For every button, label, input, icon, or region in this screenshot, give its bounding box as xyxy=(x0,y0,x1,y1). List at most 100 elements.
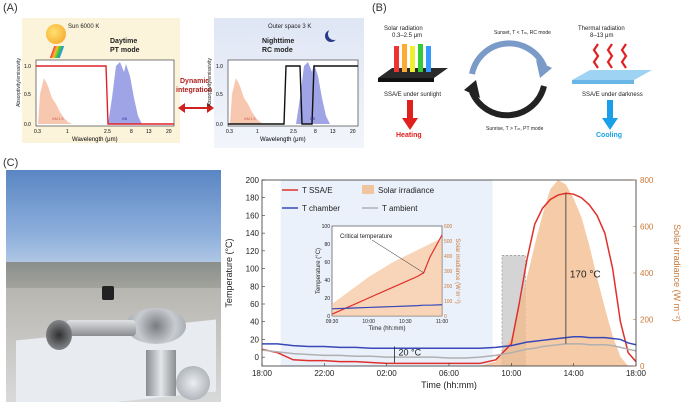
mode-cycle-arrows xyxy=(464,40,552,119)
y-tick-label: 20 xyxy=(250,335,259,344)
x-tick-label: 18:00 xyxy=(252,369,273,378)
night-mode-line2: RC mode xyxy=(262,47,293,54)
inset-y-tick-label: 0 xyxy=(327,314,330,320)
inset-x-axis-label: Time (hh:mm) xyxy=(368,326,405,332)
inset-y2-tick-label: 200 xyxy=(444,284,453,290)
thermal-radiation-title: Thermal radiation xyxy=(578,26,625,32)
y-tick-label: 120 xyxy=(246,247,260,256)
y-tick-label: 180 xyxy=(246,194,260,203)
legend-solar-swatch xyxy=(362,185,374,194)
day-spectrum-chart: AM1.5 BB 1.0 0.5 0.0 0.3 1 2.5 8 13 20 W… xyxy=(24,59,175,143)
inset-y2-tick-label: 400 xyxy=(444,254,453,260)
t-chamber-line xyxy=(262,336,637,350)
inset-y2-tick-label: 0 xyxy=(444,314,447,320)
x-tick-label: 18:00 xyxy=(626,369,647,378)
y2-axis-label: Solar irradiance (W m⁻²) xyxy=(672,224,682,322)
inset-t-chamber-line xyxy=(331,304,443,310)
svg-text:8: 8 xyxy=(314,129,317,135)
t-ssa-e-line xyxy=(261,192,637,365)
day-xlabel: Wavelength (μm) xyxy=(72,137,118,143)
dynamic-label-line2: integration xyxy=(176,87,213,94)
ssae-sunlight-illustration xyxy=(378,44,448,82)
svg-text:0.5: 0.5 xyxy=(216,92,223,98)
y2-tick-label: 400 xyxy=(640,269,654,278)
day-band-bb: BB xyxy=(122,116,128,121)
legend-ssae-label: T SSA/E xyxy=(302,186,333,195)
inset-y-tick-label: 20 xyxy=(324,296,330,302)
solar-radiation-range: 0.3–2.5 μm xyxy=(392,33,423,39)
svg-text:2.5: 2.5 xyxy=(290,129,297,135)
legend-chamber-label: T chamber xyxy=(302,204,340,213)
x-tick-label: 06:00 xyxy=(439,369,460,378)
night-band-bb: BB xyxy=(310,116,316,121)
cooling-arrow-icon xyxy=(602,100,618,130)
sunset-label: Sunset, T < Tₘ, RC mode xyxy=(494,30,551,36)
y2-tick-label: 200 xyxy=(640,316,654,325)
day-mode-line1: Daytime xyxy=(110,38,138,45)
svg-text:2.5: 2.5 xyxy=(104,129,111,135)
inset-t-ssa-e-line xyxy=(331,234,443,315)
inset-x-tick-label: 09:30 xyxy=(326,319,339,325)
inset-y2-tick-label: 300 xyxy=(444,269,453,275)
night-band-am15: AM1.5 xyxy=(244,116,256,121)
solar-radiation-title: Solar radiation xyxy=(384,26,423,32)
svg-text:1: 1 xyxy=(256,129,259,135)
night-spectrum-chart: AM1.5 BB 1.0 0.5 0.0 0.3 1 2.5 8 13 20 W… xyxy=(216,59,359,143)
y2-tick-label: 0 xyxy=(640,362,645,371)
heating-arrow-icon xyxy=(402,100,418,130)
day-ylabel: Absorptivity/emissivity xyxy=(16,58,22,107)
y-tick-label: 40 xyxy=(250,318,259,327)
night-ylabel: Absorptivity/emissivity xyxy=(207,58,213,107)
y2-tick-label: 600 xyxy=(640,223,654,232)
cooling-label: Cooling xyxy=(596,132,623,139)
sun-icon xyxy=(46,24,66,44)
space-label: Outer space 3 K xyxy=(268,24,312,30)
legend-solar-label: Solar irradiance xyxy=(378,186,435,195)
y-tick-label: 200 xyxy=(246,176,260,185)
inset-y2-tick-label: 600 xyxy=(444,224,453,230)
panel-a-label: (A) xyxy=(3,2,18,14)
y-tick-label: 100 xyxy=(246,265,260,274)
inset-y-tick-label: 60 xyxy=(324,260,330,266)
panel-c-label: (C) xyxy=(3,157,19,169)
night-mode-line1: Nighttime xyxy=(262,38,295,45)
inset-y-tick-label: 40 xyxy=(324,278,330,284)
svg-text:8: 8 xyxy=(130,129,133,135)
day-band-am15: AM1.5 xyxy=(52,116,64,121)
ssae-darkness-illustration xyxy=(572,43,652,84)
legend-ambient-label: T ambient xyxy=(382,204,418,213)
annotation-170-label: 170 °C xyxy=(570,269,601,280)
sunrise-label: Sunrise, T > Tₘ, PT mode xyxy=(486,126,544,132)
moon-icon xyxy=(328,28,340,40)
y-tick-label: 0 xyxy=(255,353,260,362)
svg-text:0.3: 0.3 xyxy=(226,129,233,135)
inset-critical-temp-label: Critical temperature xyxy=(340,234,393,240)
inset-x-tick-label: 10:00 xyxy=(362,319,375,325)
svg-text:0.0: 0.0 xyxy=(24,122,31,128)
svg-text:20: 20 xyxy=(350,129,356,135)
annotation-20-label: 20 °C xyxy=(398,347,421,357)
inset-y-tick-label: 80 xyxy=(324,242,330,248)
dynamic-label-line1: Dynamic xyxy=(180,78,210,85)
y2-tick-label: 800 xyxy=(640,176,654,185)
day-mode-line2: PT mode xyxy=(110,47,140,54)
thermal-radiation-range: 8–13 μm xyxy=(590,33,614,39)
dynamic-integration-arrow xyxy=(178,103,214,113)
device-photo xyxy=(6,170,221,402)
y-tick-label: 60 xyxy=(250,300,259,309)
svg-text:20: 20 xyxy=(166,129,172,135)
heating-label: Heating xyxy=(396,132,422,139)
svg-text:13: 13 xyxy=(330,129,336,135)
inset-y2-tick-label: 100 xyxy=(444,299,453,305)
x-tick-label: 14:00 xyxy=(564,369,585,378)
solar-irradiance-area xyxy=(262,180,636,366)
inset-x-tick-label: 10:30 xyxy=(399,319,412,325)
ssae-sunlight-caption: SSA/E under sunlight xyxy=(384,92,442,98)
sun-label: Sun 6000 K xyxy=(68,24,100,30)
x-tick-label: 10:00 xyxy=(501,369,522,378)
ssae-darkness-caption: SSA/E under darkness xyxy=(582,92,643,98)
y-axis-label: Temperature (°C) xyxy=(224,238,234,307)
x-tick-label: 02:00 xyxy=(377,369,398,378)
inset-y-tick-label: 100 xyxy=(322,224,331,230)
inset-y2-axis-label: Solar irradiance (W m⁻²) xyxy=(454,238,460,303)
